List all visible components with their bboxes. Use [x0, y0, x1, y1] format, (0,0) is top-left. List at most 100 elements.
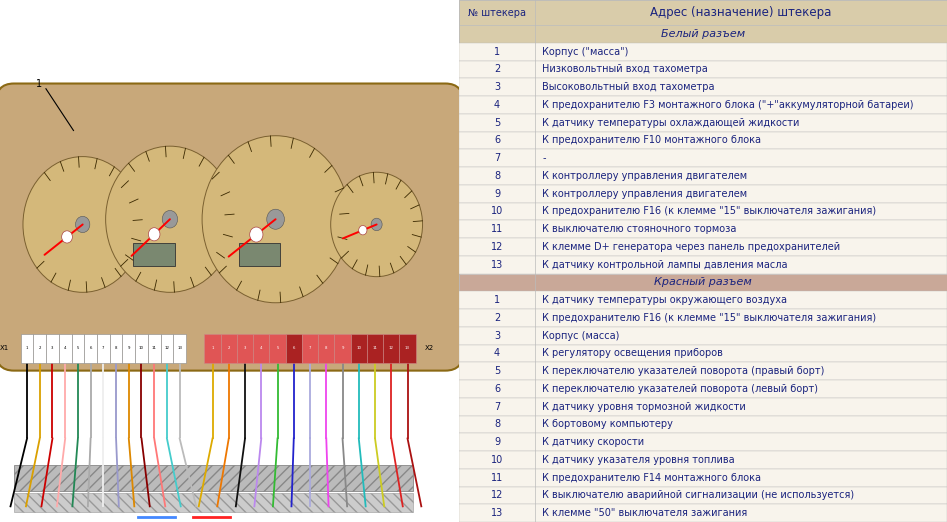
Bar	[459, 487, 947, 504]
Bar	[459, 61, 947, 78]
Text: Корпус ("масса"): Корпус ("масса")	[543, 46, 629, 57]
Text: К переключателю указателей поворота (правый борт): К переключателю указателей поворота (пра…	[543, 366, 825, 376]
Bar	[459, 0, 947, 25]
Bar	[459, 451, 947, 469]
Text: 10: 10	[491, 206, 503, 217]
Bar	[459, 220, 947, 238]
Bar	[302, 334, 318, 363]
Bar	[148, 334, 161, 363]
Text: К датчику указателя уровня топлива: К датчику указателя уровня топлива	[543, 455, 735, 465]
Text: 11: 11	[152, 347, 156, 350]
Text: 4: 4	[260, 347, 262, 350]
Text: Низковольтный вход тахометра: Низковольтный вход тахометра	[543, 64, 708, 75]
Text: 13: 13	[405, 347, 410, 350]
Bar	[161, 334, 173, 363]
Bar	[59, 334, 72, 363]
Text: Адрес (назначение) штекера: Адрес (назначение) штекера	[651, 6, 831, 19]
Bar	[459, 309, 947, 327]
Text: 6: 6	[494, 384, 500, 394]
Circle shape	[371, 218, 383, 231]
Text: К выключателю стояночного тормоза: К выключателю стояночного тормоза	[543, 224, 737, 234]
Bar	[459, 504, 947, 522]
Text: К предохранителю F16 (к клемме "15" выключателя зажигания): К предохранителю F16 (к клемме "15" выкл…	[543, 206, 876, 217]
Text: К датчику уровня тормозной жидкости: К датчику уровня тормозной жидкости	[543, 401, 746, 412]
Bar	[459, 327, 947, 345]
Text: 13: 13	[491, 508, 503, 518]
Text: К датчику температуры охлаждающей жидкости: К датчику температуры охлаждающей жидкос…	[543, 117, 799, 128]
Text: 2: 2	[39, 347, 41, 350]
Bar	[459, 345, 947, 362]
Text: 6: 6	[89, 347, 92, 350]
Bar	[134, 243, 174, 266]
Text: 7: 7	[102, 347, 104, 350]
Text: 3: 3	[494, 82, 500, 92]
Text: 4: 4	[494, 348, 500, 359]
Text: К переключателю указателей поворота (левый борт): К переключателю указателей поворота (лев…	[543, 384, 818, 394]
Text: К регулятору освещения приборов: К регулятору освещения приборов	[543, 348, 724, 359]
Bar	[459, 78, 947, 96]
Bar	[459, 274, 947, 291]
Text: 4: 4	[64, 347, 66, 350]
Text: 8: 8	[494, 171, 500, 181]
Text: X1: X1	[0, 346, 9, 351]
Bar	[122, 334, 135, 363]
Text: 6: 6	[494, 135, 500, 146]
Bar	[459, 114, 947, 132]
Bar	[459, 43, 947, 61]
Text: К клемме "50" выключателя зажигания: К клемме "50" выключателя зажигания	[543, 508, 747, 518]
Text: К датчику контрольной лампы давления масла: К датчику контрольной лампы давления мас…	[543, 259, 788, 270]
Bar	[459, 167, 947, 185]
Text: 10: 10	[356, 347, 361, 350]
Bar	[459, 256, 947, 274]
Bar	[173, 334, 186, 363]
Circle shape	[76, 216, 90, 233]
Bar	[400, 334, 416, 363]
Text: 12: 12	[491, 490, 503, 501]
Text: 9: 9	[341, 347, 344, 350]
Text: 3: 3	[51, 347, 54, 350]
Text: 7: 7	[494, 153, 500, 163]
Bar	[459, 96, 947, 114]
Bar	[459, 238, 947, 256]
Text: 2: 2	[494, 313, 500, 323]
Text: К контроллеру управления двигателем: К контроллеру управления двигателем	[543, 171, 747, 181]
Bar	[110, 334, 122, 363]
Text: 2: 2	[227, 347, 230, 350]
Bar	[97, 334, 110, 363]
Text: 4: 4	[494, 100, 500, 110]
Text: К выключателю аварийной сигнализации (не используется): К выключателю аварийной сигнализации (не…	[543, 490, 854, 501]
Circle shape	[250, 227, 263, 242]
Text: 9: 9	[128, 347, 130, 350]
Text: К клемме D+ генератора через панель предохранителей: К клемме D+ генератора через панель пред…	[543, 242, 840, 252]
Text: 13: 13	[491, 259, 503, 270]
Text: Высоковольтный вход тахометра: Высоковольтный вход тахометра	[543, 82, 715, 92]
Text: 1: 1	[211, 347, 214, 350]
Bar	[253, 334, 269, 363]
Circle shape	[267, 209, 284, 229]
Text: 1: 1	[494, 295, 500, 305]
Bar	[221, 334, 237, 363]
Bar	[84, 334, 97, 363]
Circle shape	[162, 210, 178, 228]
Text: Белый разъем: Белый разъем	[661, 29, 745, 39]
Bar	[334, 334, 350, 363]
Bar	[205, 334, 221, 363]
Text: 8: 8	[494, 419, 500, 430]
Text: 11: 11	[372, 347, 378, 350]
Text: 12: 12	[491, 242, 503, 252]
Bar	[459, 469, 947, 487]
Bar	[318, 334, 334, 363]
Text: 1: 1	[494, 46, 500, 57]
Text: К контроллеру управления двигателем: К контроллеру управления двигателем	[543, 188, 747, 199]
Text: 7: 7	[309, 347, 312, 350]
Bar	[459, 291, 947, 309]
Text: 11: 11	[491, 472, 503, 483]
Text: 6: 6	[293, 347, 295, 350]
Bar	[286, 334, 302, 363]
Bar	[14, 493, 413, 512]
Circle shape	[202, 136, 349, 303]
Bar	[72, 334, 84, 363]
Bar	[459, 416, 947, 433]
Bar	[459, 203, 947, 220]
Text: 12: 12	[389, 347, 394, 350]
